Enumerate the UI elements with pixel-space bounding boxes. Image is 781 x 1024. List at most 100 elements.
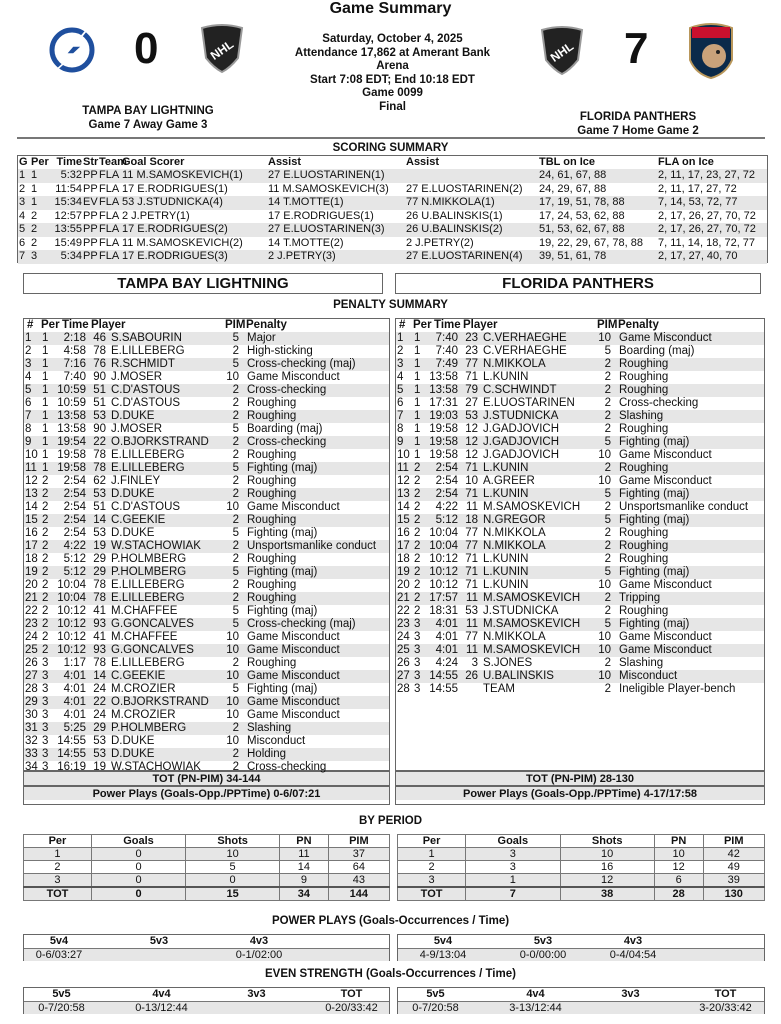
period: 3 [42, 657, 49, 669]
penalty-number: 23 [397, 618, 410, 630]
penalty-type: Roughing [619, 384, 669, 396]
player-number: 53 [93, 488, 106, 500]
assist-1: 27 E.LUOSTARINEN(3) [268, 223, 385, 235]
penalty-number: 6 [25, 397, 32, 409]
penalty-row: 7 1 19:03 53 J.STUDNICKA 2 Slashing [396, 410, 764, 423]
penalty-type: Ineligible Player-bench [619, 683, 736, 695]
player: C.D'ASTOUS [111, 397, 181, 409]
scoring-row: 1 1 5:32 PP FLA 11 M.SAMOSKEVICH(1) 27 E.LUOST… [18, 169, 767, 183]
player-number: 11 [466, 501, 478, 513]
time: 10:04 [429, 527, 458, 539]
time: 15:34 [54, 196, 82, 208]
penalty-type: Major [247, 332, 276, 344]
penalty-number: 32 [25, 735, 38, 747]
5v4-value: 4-9/13:04 [419, 949, 467, 961]
time: 14:55 [429, 683, 458, 695]
pim: 10 [226, 735, 239, 747]
penalty-row: 16 2 2:54 53 D.DUKE 5 Fighting (maj) [24, 527, 389, 540]
penalty-row: 20 2 10:04 78 E.LILLEBERG 2 Roughing [24, 579, 389, 592]
penalty-row: 15 2 2:54 14 C.GEEKIE 2 Roughing [24, 514, 389, 527]
penalty-number: 21 [25, 592, 38, 604]
period: 1 [414, 410, 421, 422]
home-score: 7 [624, 24, 649, 73]
scoring-row: 5 2 13:55 PP FLA 17 E.RODRIGUES(2) 27 E.LUOSTA… [18, 223, 767, 237]
pim: 2 [232, 449, 239, 461]
pim: 2 [232, 436, 239, 448]
period: 3 [414, 631, 421, 643]
column-header: Team [99, 156, 127, 168]
time: 19:54 [57, 436, 86, 448]
goal-number: 6 [19, 236, 26, 249]
player-number: 78 [93, 592, 106, 604]
column-header: Goals [90, 834, 187, 848]
header-row: 5v5 4v4 3v3 TOT [398, 988, 764, 1001]
period: 2 [42, 592, 49, 604]
time: 2:54 [63, 488, 86, 500]
time: 13:58 [57, 423, 86, 435]
period: 1 [31, 196, 38, 208]
penalty-number: 7 [25, 410, 32, 422]
time: 7:49 [435, 358, 458, 370]
away-by-period-table: Per Goals Shots PN PIM 1 0 10 11 37 2 0 5 14 64 3 0 0 9 43 T… [23, 834, 391, 901]
penalty-number: 11 [25, 462, 37, 474]
period: 2 [42, 644, 49, 656]
penalty-type: Roughing [619, 371, 669, 383]
pim-cell: 42 [702, 847, 765, 861]
penalty-type: Game Misconduct [247, 670, 340, 682]
period: 1 [31, 169, 38, 181]
pim: 5 [232, 605, 239, 617]
penalty-type: Slashing [619, 657, 664, 669]
penalty-row: 3 1 7:49 77 N.MIKKOLA 2 Roughing [396, 358, 764, 371]
period: 2 [414, 592, 421, 604]
pim: 10 [598, 579, 611, 591]
period: 3 [414, 644, 421, 656]
shots-cell: 12 [559, 873, 655, 888]
player-number: 51 [93, 384, 106, 396]
penalty-total: TOT (PN-PIM) 28-130 [396, 770, 764, 785]
player-number: 53 [93, 748, 106, 760]
scoring-row: 6 2 15:49 PP FLA 11 M.SAMOSKEVICH(2) 14 T.MOTT… [18, 237, 767, 251]
period: 2 [414, 488, 421, 500]
pn-cell: 6 [653, 873, 704, 888]
page-title: Game Summary [329, 0, 452, 17]
player-number: 93 [93, 644, 106, 656]
penalty-row: 28 3 4:01 24 M.CROZIER 5 Fighting (maj) [24, 683, 389, 696]
penalty-row: 28 3 14:55 TEAM 2 Ineligible Player-bench [396, 683, 764, 696]
assist-1: 27 E.LUOSTARINEN(1) [268, 169, 385, 181]
penalty-type: Game Misconduct [247, 644, 340, 656]
penalty-total: TOT (PN-PIM) 34-144 [24, 770, 389, 785]
shots-cell: 10 [185, 847, 281, 861]
penalty-number: 30 [25, 709, 38, 721]
penalty-row: 9 1 19:58 12 J.GADJOVICH 5 Fighting (maj) [396, 436, 764, 449]
player-number: 46 [93, 332, 106, 344]
time: 5:34 [60, 250, 82, 262]
time: 10:12 [57, 605, 86, 617]
penalty-row: 11 1 19:58 78 E.LILLEBERG 5 Fighting (maj) [24, 462, 389, 475]
column-header: 5v5 [426, 988, 445, 1000]
penalty-rows: 1 1 7:40 23 C.VERHAEGHE 10 Game Misconduct 2 1 7:… [396, 332, 764, 770]
column-header: PIM [327, 834, 391, 848]
panthers-logo [689, 23, 733, 80]
pim: 10 [598, 670, 611, 682]
goals-cell: 3 [465, 860, 561, 874]
penalty-row: 9 1 19:54 22 O.BJORKSTRAND 2 Cross-checking [24, 436, 389, 449]
5v5-value: 0-7/20:58 [412, 1002, 459, 1014]
penalty-row: 22 2 18:31 53 J.STUDNICKA 2 Roughing [396, 605, 764, 618]
period: 2 [42, 540, 49, 552]
home-team-header: FLORIDA PANTHERS [395, 273, 761, 294]
away-team-header: TAMPA BAY LIGHTNING [23, 273, 383, 294]
player: E.LUOSTARINEN [483, 397, 575, 409]
period: 2 [42, 566, 49, 578]
player: M.SAMOSKEVICH [483, 592, 581, 604]
period-row: 1 0 10 11 37 [23, 847, 391, 861]
per-cell: 3 [396, 873, 467, 888]
period-row: 1 3 10 10 42 [396, 847, 765, 861]
time: 19:58 [57, 449, 86, 461]
player-number: 78 [93, 462, 106, 474]
period-row: 3 1 12 6 39 [396, 873, 765, 888]
column-header: Str [83, 156, 99, 168]
period-row: 3 0 0 9 43 [23, 873, 391, 888]
game-status: Final [379, 100, 406, 113]
period: 2 [414, 501, 421, 513]
pim: 2 [232, 748, 239, 760]
